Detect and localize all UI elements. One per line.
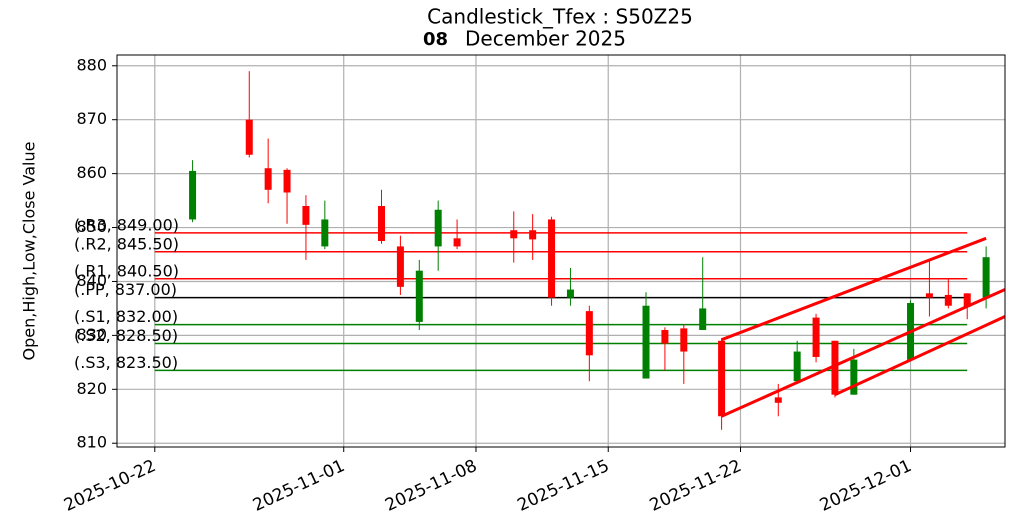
- candle-body: [434, 209, 442, 247]
- candle-body: [774, 397, 782, 403]
- candle-body: [453, 238, 461, 247]
- y-tick-label: 810: [76, 433, 107, 452]
- candle-body: [661, 329, 669, 344]
- candle-body: [566, 289, 574, 298]
- y-tick-label: 870: [76, 109, 107, 128]
- pivot-label: (.S3, 823.50): [74, 353, 178, 372]
- y-tick-label: 840: [76, 271, 107, 290]
- x-tick-label: 2025-11-08: [382, 456, 480, 516]
- y-tick-label: 820: [76, 379, 107, 398]
- candle-body: [415, 270, 423, 322]
- candle-body: [793, 351, 801, 382]
- candle-body: [302, 205, 310, 225]
- y-axis-label: Open,High,Low,Close Value: [20, 142, 39, 361]
- x-tick-label: 2025-11-15: [514, 456, 612, 516]
- chart-title: Candlestick_Tfex : S50Z25: [427, 5, 693, 29]
- x-tick-label: 2025-11-22: [647, 456, 745, 516]
- candle-body: [585, 311, 593, 356]
- chart-subtitle: December 2025: [465, 27, 626, 51]
- candle-body: [510, 230, 518, 239]
- plot-frame: [116, 54, 1006, 448]
- pivot-label: (.R2, 845.50): [74, 234, 179, 253]
- candle-body: [189, 170, 197, 220]
- candle-body: [529, 230, 537, 240]
- trend-line: [720, 288, 1006, 418]
- y-tick-label: 850: [76, 217, 107, 236]
- candle-body: [321, 219, 329, 247]
- x-tick-label: 2025-12-01: [817, 456, 915, 516]
- pivot-label: (.PP, 837.00): [74, 280, 177, 299]
- candle-body: [396, 246, 404, 287]
- candle-body: [831, 340, 839, 395]
- chart-subtitle-day: 08: [423, 29, 448, 50]
- candle-body: [378, 205, 386, 242]
- candle-body: [925, 293, 933, 298]
- candle-body: [812, 317, 820, 357]
- y-tick-label: 830: [76, 325, 107, 344]
- candle-body: [642, 305, 650, 379]
- candle-body: [680, 328, 688, 352]
- pivot-label: (.S2, 828.50): [74, 326, 178, 345]
- pivot-label: (.R3, 849.00): [74, 215, 179, 234]
- trend-line: [834, 315, 1006, 397]
- x-tick-label: 2025-10-22: [61, 456, 159, 516]
- x-tick-label: 2025-11-01: [250, 456, 348, 516]
- candle-body: [718, 340, 726, 417]
- candle-body: [245, 119, 253, 155]
- candle-body: [699, 308, 707, 330]
- y-tick-label: 860: [76, 163, 107, 182]
- candle-body: [850, 359, 858, 395]
- candle-body: [944, 294, 952, 306]
- candle-body: [963, 293, 971, 307]
- candle-body: [283, 169, 291, 193]
- y-tick-label: 880: [76, 55, 107, 74]
- trend-line: [721, 236, 987, 342]
- candle-body: [264, 168, 272, 190]
- candle-body: [982, 257, 990, 298]
- pivot-label: (.S1, 832.00): [74, 307, 178, 326]
- pivot-label: (.R1, 840.50): [74, 261, 179, 280]
- candle-body: [548, 219, 556, 298]
